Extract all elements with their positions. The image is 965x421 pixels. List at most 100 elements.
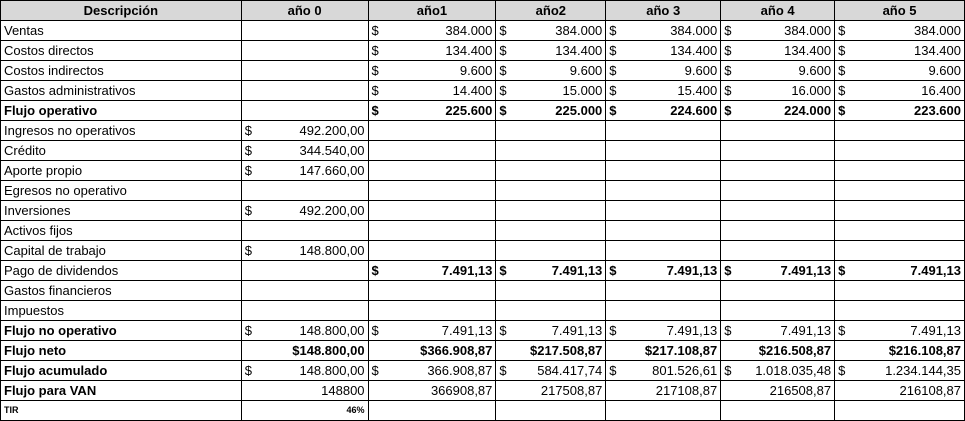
cell-ano-5[interactable]: 216108,87 (835, 381, 965, 401)
cell-ano-3[interactable] (606, 301, 721, 321)
header-ano-3[interactable]: año 3 (606, 1, 721, 21)
cell-ano-3[interactable]: $801.526,61 (606, 361, 721, 381)
cell-ano-4[interactable] (721, 181, 835, 201)
cell-ano-4[interactable]: $216.508,87 (721, 341, 835, 361)
cell-ano-5[interactable]: $216.108,87 (835, 341, 965, 361)
row-label[interactable]: Flujo para VAN (1, 381, 242, 401)
cell-ano-4[interactable]: $1.018.035,48 (721, 361, 835, 381)
cell-ano-4[interactable] (721, 141, 835, 161)
cell-ano-1[interactable]: $7.491,13 (368, 321, 496, 341)
row-label[interactable]: Aporte propio (1, 161, 242, 181)
cell-ano-2[interactable] (496, 121, 606, 141)
cell-ano-2[interactable] (496, 281, 606, 301)
cell-ano-2[interactable] (496, 301, 606, 321)
cell-ano-0[interactable]: $148.800,00 (241, 321, 368, 341)
cell-ano-5[interactable]: $16.400 (835, 81, 965, 101)
cell-ano-3[interactable] (606, 141, 721, 161)
row-label[interactable]: Flujo operativo (1, 101, 242, 121)
cell-ano-4[interactable]: $9.600 (721, 61, 835, 81)
header-ano-1[interactable]: año1 (368, 1, 496, 21)
cell-ano-2[interactable] (496, 161, 606, 181)
cell-ano-2[interactable]: $15.000 (496, 81, 606, 101)
cell-ano-0[interactable] (241, 221, 368, 241)
cell-ano-3[interactable]: $7.491,13 (606, 321, 721, 341)
cell-ano-2[interactable] (496, 241, 606, 261)
row-label[interactable]: Egresos no operativo (1, 181, 242, 201)
cell-ano-1[interactable] (368, 161, 496, 181)
cell-ano-3[interactable]: $7.491,13 (606, 261, 721, 281)
cell-ano-1[interactable]: $366.908,87 (368, 341, 496, 361)
cell-ano-1[interactable] (368, 181, 496, 201)
row-label[interactable]: Flujo acumulado (1, 361, 242, 381)
cell-ano-3[interactable] (606, 181, 721, 201)
cell-ano-5[interactable]: $9.600 (835, 61, 965, 81)
row-label[interactable]: Flujo neto (1, 341, 242, 361)
cell-ano-5[interactable] (835, 161, 965, 181)
cell-ano-2[interactable]: $134.400 (496, 41, 606, 61)
row-label[interactable]: Ingresos no operativos (1, 121, 242, 141)
cell-ano-5[interactable] (835, 301, 965, 321)
cell-ano-2[interactable] (496, 181, 606, 201)
cell-ano-3[interactable]: $134.400 (606, 41, 721, 61)
cell-ano-5[interactable]: $7.491,13 (835, 261, 965, 281)
cell-ano-0[interactable] (241, 181, 368, 201)
cell-ano-4[interactable] (721, 281, 835, 301)
cell-ano-5[interactable] (835, 281, 965, 301)
cell-ano-3[interactable] (606, 201, 721, 221)
row-label[interactable]: Gastos financieros (1, 281, 242, 301)
header-ano-4[interactable]: año 4 (721, 1, 835, 21)
header-ano-0[interactable]: año 0 (241, 1, 368, 21)
row-label[interactable]: Activos fijos (1, 221, 242, 241)
cell-ano-5[interactable] (835, 141, 965, 161)
cell-ano-1[interactable] (368, 141, 496, 161)
cell-ano-0[interactable] (241, 21, 368, 41)
cell-ano-3[interactable]: $384.000 (606, 21, 721, 41)
cell-ano-0[interactable] (241, 301, 368, 321)
cell-ano-0[interactable]: $148.800,00 (241, 241, 368, 261)
cell-ano-2[interactable] (496, 201, 606, 221)
cell-ano-0[interactable]: $147.660,00 (241, 161, 368, 181)
cell-ano-2[interactable] (496, 141, 606, 161)
cell-ano-2[interactable]: $225.000 (496, 101, 606, 121)
cell-ano-1[interactable]: $225.600 (368, 101, 496, 121)
cell-ano-1[interactable]: $366.908,87 (368, 361, 496, 381)
cell-ano-2[interactable]: $584.417,74 (496, 361, 606, 381)
cell-ano-5[interactable] (835, 241, 965, 261)
row-label[interactable]: Inversiones (1, 201, 242, 221)
row-label[interactable]: Pago de dividendos (1, 261, 242, 281)
cell-ano-5[interactable]: $384.000 (835, 21, 965, 41)
cell-ano-0[interactable]: $148.800,00 (241, 341, 368, 361)
cell-ano-0[interactable]: $344.540,00 (241, 141, 368, 161)
cell-ano-4[interactable]: $224.000 (721, 101, 835, 121)
cell-ano-4[interactable] (721, 201, 835, 221)
cell-ano-4[interactable]: $134.400 (721, 41, 835, 61)
cell-ano-1[interactable] (368, 201, 496, 221)
cell-ano-3[interactable]: $15.400 (606, 81, 721, 101)
cell-ano-1[interactable]: $14.400 (368, 81, 496, 101)
cell-ano-0[interactable] (241, 281, 368, 301)
cell-ano-3[interactable] (606, 221, 721, 241)
cell-ano-0[interactable] (241, 261, 368, 281)
cell-ano-1[interactable] (368, 281, 496, 301)
cell-ano-5[interactable]: $7.491,13 (835, 321, 965, 341)
cell-ano-1[interactable]: $384.000 (368, 21, 496, 41)
row-label[interactable]: Impuestos (1, 301, 242, 321)
cell-ano-4[interactable] (721, 121, 835, 141)
cell-ano-1[interactable]: $9.600 (368, 61, 496, 81)
cell-ano-0[interactable] (241, 41, 368, 61)
cell-ano-0[interactable] (241, 81, 368, 101)
cell-ano-1[interactable]: $7.491,13 (368, 261, 496, 281)
cell-ano-2[interactable] (496, 221, 606, 241)
cell-ano-1[interactable] (368, 121, 496, 141)
cell-ano-0[interactable]: $492.200,00 (241, 201, 368, 221)
cell-ano-4[interactable] (721, 241, 835, 261)
cell-ano-4[interactable]: $7.491,13 (721, 261, 835, 281)
cell-ano-0[interactable] (241, 101, 368, 121)
cell-ano-4[interactable]: $384.000 (721, 21, 835, 41)
cell-ano-2[interactable]: 217508,87 (496, 381, 606, 401)
cell-ano-4[interactable] (721, 161, 835, 181)
row-label[interactable]: Ventas (1, 21, 242, 41)
cell-ano-2[interactable]: $217.508,87 (496, 341, 606, 361)
cell-ano-2[interactable]: $7.491,13 (496, 321, 606, 341)
header-ano-5[interactable]: año 5 (835, 1, 965, 21)
